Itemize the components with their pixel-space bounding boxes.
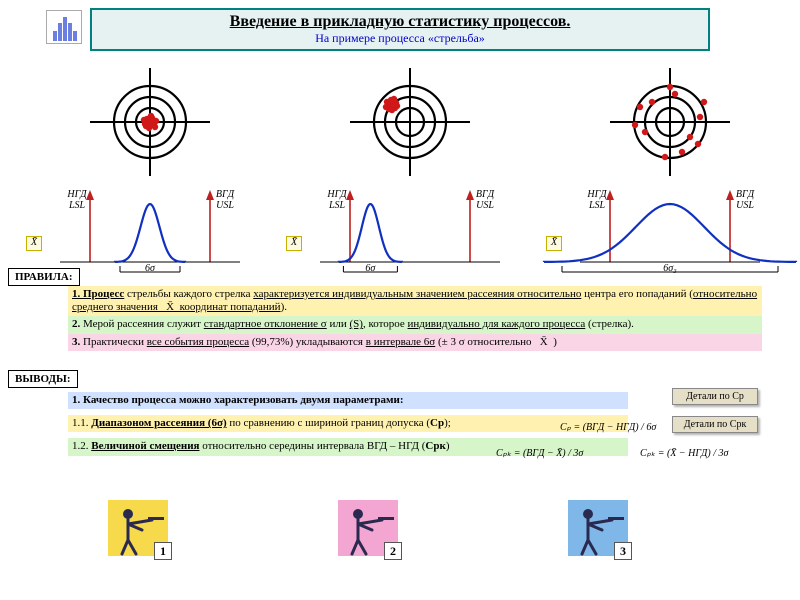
conclusions-block: 1. Качество процесса можно характеризова… bbox=[68, 392, 628, 456]
svg-text:6σ: 6σ bbox=[365, 263, 376, 274]
histogram-icon bbox=[46, 10, 82, 44]
gauss-row: 6σ НГДLSL ВГДUSL X̄ 6σ НГДLSL ВГДUSL X̄ 6σ₃ НГД… bbox=[0, 188, 800, 278]
lsl-label: НГДLSL bbox=[60, 190, 94, 211]
rule-2: 2. Мерой рассеяния служит стандартное от… bbox=[68, 316, 762, 333]
gauss-1: 6σ НГДLSL ВГДUSL X̄ bbox=[20, 188, 280, 278]
target-3 bbox=[540, 62, 800, 185]
formula-cpk-l: Cₚₖ = (ВГД − X̄) / 3σ bbox=[496, 448, 583, 459]
lsl-label: НГДLSL bbox=[580, 190, 614, 211]
target-2 bbox=[280, 62, 540, 185]
page-title: Введение в прикладную статистику процесс… bbox=[98, 13, 702, 31]
targets-row bbox=[0, 62, 800, 192]
label-rules: ПРАВИЛА: bbox=[8, 268, 80, 286]
shooter-2: 2 bbox=[338, 500, 398, 556]
shooter-1: 1 bbox=[108, 500, 168, 556]
gauss-2: 6σ НГДLSL ВГДUSL X̄ bbox=[280, 188, 540, 278]
svg-text:6σ: 6σ bbox=[145, 263, 156, 274]
title-box: Введение в прикладную статистику процесс… bbox=[90, 8, 710, 51]
shooter-3: 3 bbox=[568, 500, 628, 556]
label-conclusions: ВЫВОДЫ: bbox=[8, 370, 78, 388]
rules-block: 1. Процесс стрельбы каждого стрелка хара… bbox=[68, 286, 762, 351]
details-cp-button[interactable]: Детали по Ср bbox=[672, 388, 758, 405]
formula-cp: Cₚ = (ВГД − НГД) / 6σ bbox=[560, 422, 656, 433]
usl-label: ВГДUSL bbox=[728, 190, 762, 211]
page-subtitle: На примере процесса «стрельба» bbox=[98, 31, 702, 46]
target-1 bbox=[20, 62, 280, 185]
shooter-2-num: 2 bbox=[384, 542, 402, 560]
xbar-label: X̄ bbox=[546, 236, 562, 251]
usl-label: ВГДUSL bbox=[468, 190, 502, 211]
gauss-3: 6σ₃ НГДLSL ВГДUSL X̄ bbox=[540, 188, 800, 278]
xbar-label: X̄ bbox=[286, 236, 302, 251]
conclusion-head: 1. Качество процесса можно характеризова… bbox=[68, 392, 628, 409]
conclusion-11: 1.1. Диапазоном рассеяния (6σ) по сравне… bbox=[68, 415, 628, 432]
usl-label: ВГДUSL bbox=[208, 190, 242, 211]
formula-cpk-r: Cₚₖ = (X̄ − НГД) / 3σ bbox=[640, 448, 728, 459]
shooter-3-num: 3 bbox=[614, 542, 632, 560]
rule-1: 1. Процесс стрельбы каждого стрелка хара… bbox=[68, 286, 762, 316]
lsl-label: НГДLSL bbox=[320, 190, 354, 211]
svg-text:6σ₃: 6σ₃ bbox=[663, 263, 677, 274]
rule-3: 3. Практически все события процесса (99,… bbox=[68, 334, 762, 351]
xbar-label: X̄ bbox=[26, 236, 42, 251]
shooter-1-num: 1 bbox=[154, 542, 172, 560]
details-cpk-button[interactable]: Детали по Срк bbox=[672, 416, 758, 433]
